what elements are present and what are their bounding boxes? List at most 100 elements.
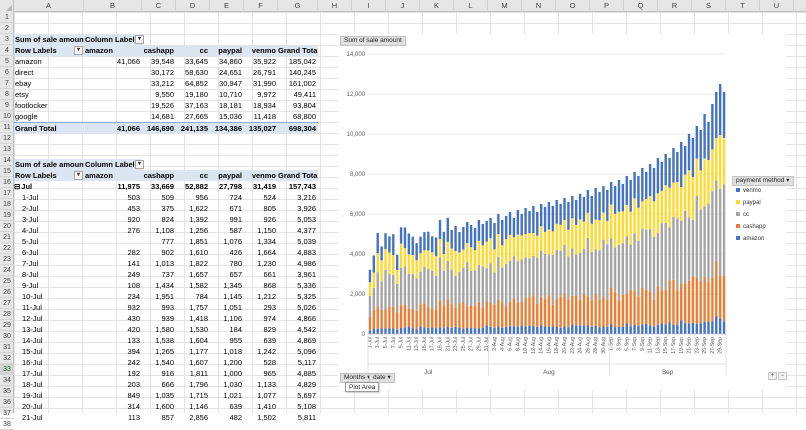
pivot-value-cell[interactable]: 5,108: [297, 402, 316, 411]
pivot-value-cell[interactable]: 5,811: [297, 413, 316, 422]
pivot-value-cell[interactable]: 666: [161, 380, 174, 389]
legend-item-amazon[interactable]: amazon: [736, 236, 764, 242]
pivot-row[interactable]: 20-Jul 314 1,600 1,146 639 1,410 5,108: [14, 401, 318, 412]
row-header-32[interactable]: 32: [0, 353, 14, 364]
row-header-38[interactable]: 38: [0, 419, 14, 430]
row-header-34[interactable]: 34: [0, 375, 14, 386]
pivot-row-label[interactable]: 5-Jul: [22, 237, 39, 246]
column-header-c[interactable]: C: [142, 0, 176, 12]
pivot-value-cell[interactable]: 1,600: [155, 402, 174, 411]
pivot-column-header[interactable]: venmo: [244, 45, 278, 56]
pivot-row[interactable]: 18-Jul 203 666 1,796 1,030 1,133 4,829: [14, 379, 318, 390]
column-header-u[interactable]: U: [760, 0, 794, 12]
date-field-button[interactable]: date ▾: [369, 373, 395, 383]
pivot-value-cell[interactable]: 824: [161, 215, 174, 224]
pivot-value-cell[interactable]: 14,681: [151, 112, 174, 121]
row-header-19[interactable]: 19: [0, 210, 14, 221]
pivot-row[interactable]: 5-Jul 777 1,851 1,076 1,334 5,039: [14, 236, 318, 247]
column-header-j[interactable]: J: [386, 0, 420, 12]
column-filter-button[interactable]: ▾: [135, 35, 144, 44]
column-header-f[interactable]: F: [244, 0, 278, 12]
pivot-value-cell[interactable]: 661: [263, 270, 276, 279]
pivot-value-cell[interactable]: 33,669: [151, 182, 174, 191]
pivot-column-labels[interactable]: Column Labels: [84, 34, 142, 45]
pivot-value-cell[interactable]: 1,811: [189, 369, 208, 378]
row-header-23[interactable]: 23: [0, 254, 14, 265]
pivot-value-cell[interactable]: 420: [127, 325, 140, 334]
column-header-g[interactable]: G: [278, 0, 318, 12]
pivot-value-cell[interactable]: 1,106: [223, 314, 242, 323]
row-header-5[interactable]: 5: [0, 56, 14, 67]
pivot-column-header[interactable]: cashapp: [142, 170, 176, 181]
row-header-13[interactable]: 13: [0, 144, 14, 155]
row-header-36[interactable]: 36: [0, 397, 14, 408]
pivot-row[interactable]: ebay 33,212 64,852 30,947 31,990 161,002: [14, 78, 318, 89]
pivot-value-cell[interactable]: 9,972: [257, 90, 276, 99]
pivot-value-cell[interactable]: [84, 89, 140, 100]
select-all-corner[interactable]: [0, 0, 14, 12]
pivot-row[interactable]: 10-Jul 234 1,951 784 1,145 1,212 5,325: [14, 291, 318, 302]
row-header-3[interactable]: 3: [0, 34, 14, 45]
pivot-row-label[interactable]: footlocker: [15, 101, 48, 110]
row-header-33[interactable]: 33: [0, 364, 14, 375]
pivot-value-cell[interactable]: 1,177: [189, 347, 208, 356]
pivot-row[interactable]: 7-Jul 141 1,013 1,822 780 1,230 4,986: [14, 258, 318, 269]
pivot-column-header[interactable]: venmo: [244, 170, 278, 181]
column-header-r[interactable]: R: [658, 0, 692, 12]
pivot-row-labels[interactable]: Row Labels: [14, 45, 84, 56]
pivot-value-cell[interactable]: 955: [229, 336, 242, 345]
pivot-values-title[interactable]: Sum of sale amount: [14, 34, 84, 45]
pivot-row[interactable]: 21-Jul 113 857 2,856 482 1,502 5,811: [14, 412, 318, 423]
pivot-value-cell[interactable]: 1,622: [189, 204, 208, 213]
pivot-value-cell[interactable]: 24,651: [219, 68, 242, 77]
pivot-column-labels[interactable]: Column Labels: [84, 159, 142, 170]
pivot-value-cell[interactable]: 39,548: [151, 57, 174, 66]
pivot-row[interactable]: 8-Jul 249 737 1,657 657 661 3,961: [14, 269, 318, 280]
pivot-value-cell[interactable]: 1,392: [189, 215, 208, 224]
pivot-value-cell[interactable]: 1,822: [189, 259, 208, 268]
row-header-29[interactable]: 29: [0, 320, 14, 331]
pivot-value-cell[interactable]: 41,066: [117, 57, 140, 66]
pivot-value-cell[interactable]: 140,245: [288, 68, 316, 77]
column-header-s[interactable]: S: [692, 0, 726, 12]
pivot-row[interactable]: 9-Jul 108 1,434 1,582 1,345 868 5,336: [14, 280, 318, 291]
pivot-grand-total-row[interactable]: Grand Total 41,066 146,690 241,135 134,386 13…: [14, 122, 318, 133]
pivot-row[interactable]: amazon 41,066 39,548 33,645 34,860 35,922 185,…: [14, 56, 318, 67]
pivot-row-label[interactable]: 14-Jul: [22, 336, 43, 345]
pivot-value-cell[interactable]: 509: [161, 193, 174, 202]
pivot-value-cell[interactable]: 777: [161, 237, 174, 246]
pivot-value-cell[interactable]: 4,885: [297, 369, 316, 378]
pivot-value-cell[interactable]: 916: [161, 369, 174, 378]
column-header-t[interactable]: T: [726, 0, 760, 12]
pivot-value-cell[interactable]: 242: [127, 358, 140, 367]
pivot-column-header[interactable]: amazon: [84, 170, 142, 181]
column-header-d[interactable]: D: [176, 0, 210, 12]
pivot-value-cell[interactable]: 1,000: [223, 369, 242, 378]
pivot-value-cell[interactable]: [84, 67, 140, 78]
pivot-value-cell[interactable]: 453: [127, 204, 140, 213]
pivot-value-cell[interactable]: 993: [161, 303, 174, 312]
pivot-row-label[interactable]: 2-Jul: [22, 204, 39, 213]
pivot-value-cell[interactable]: 926: [263, 215, 276, 224]
pivot-value-cell[interactable]: 1,610: [189, 248, 208, 257]
pivot-value-cell[interactable]: 671: [229, 204, 242, 213]
row-header-20[interactable]: 20: [0, 221, 14, 232]
pivot-value-cell[interactable]: 35,922: [253, 57, 276, 66]
pivot-value-cell[interactable]: 639: [229, 402, 242, 411]
pivot-value-cell[interactable]: [84, 100, 140, 111]
pivot-value-cell[interactable]: 49,411: [293, 90, 316, 99]
pivot-row-label[interactable]: 21-Jul: [22, 413, 43, 422]
pivot-value-cell[interactable]: 1,242: [257, 347, 276, 356]
pivot-row[interactable]: 13-Jul 420 1,580 1,530 184 829 4,542: [14, 324, 318, 335]
collapse-field-button[interactable]: −: [778, 372, 787, 380]
pivot-value-cell[interactable]: [84, 111, 140, 122]
pivot-row[interactable]: 15-Jul 394 1,265 1,177 1,018 1,242 5,096: [14, 346, 318, 357]
pivot-row[interactable]: google 14,681 27,665 15,036 11,418 68,800: [14, 111, 318, 122]
pivot-value-cell[interactable]: 9,550: [155, 90, 174, 99]
pivot-value-cell[interactable]: [84, 78, 140, 89]
column-header-l[interactable]: L: [454, 0, 488, 12]
pivot-value-cell[interactable]: 1,108: [155, 226, 174, 235]
pivot-value-cell[interactable]: 1,150: [257, 226, 276, 235]
pivot-value-cell[interactable]: 5,026: [297, 303, 316, 312]
pivot-value-cell[interactable]: 234: [127, 292, 140, 301]
